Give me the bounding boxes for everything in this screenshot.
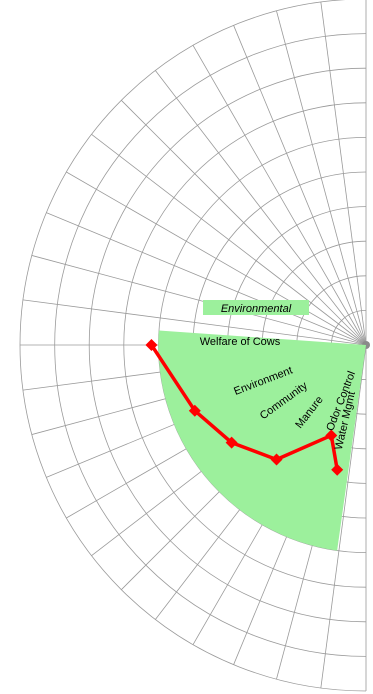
series-line xyxy=(145,339,344,476)
grid-spoke xyxy=(91,134,367,346)
data-point-community xyxy=(225,436,238,449)
grid-spoke xyxy=(192,45,367,346)
data-point-welfare-of-cows xyxy=(145,339,158,351)
environmental-sector: Environmental xyxy=(158,300,366,551)
grid-spoke xyxy=(155,70,367,346)
grid-spoke xyxy=(121,100,367,346)
sector-title-bg xyxy=(203,300,309,315)
sector-wedge xyxy=(158,330,366,551)
sector-title: Environmental xyxy=(221,303,292,315)
grid-spoke xyxy=(46,212,367,346)
data-point-odor-control xyxy=(325,429,338,442)
grid-spoke xyxy=(320,344,367,689)
grid-spoke xyxy=(31,255,367,346)
data-point-environment xyxy=(188,404,201,417)
grid-spoke xyxy=(320,1,367,346)
grid-spoke xyxy=(276,10,367,346)
grid-spoke xyxy=(233,25,367,346)
grid-spoke xyxy=(66,171,367,346)
grid-spoke xyxy=(22,299,367,346)
data-point-water-mgmt xyxy=(331,463,344,476)
data-point-manure xyxy=(270,453,283,466)
series-polyline xyxy=(150,344,339,471)
point-label: Welfare of Cows xyxy=(200,336,281,348)
